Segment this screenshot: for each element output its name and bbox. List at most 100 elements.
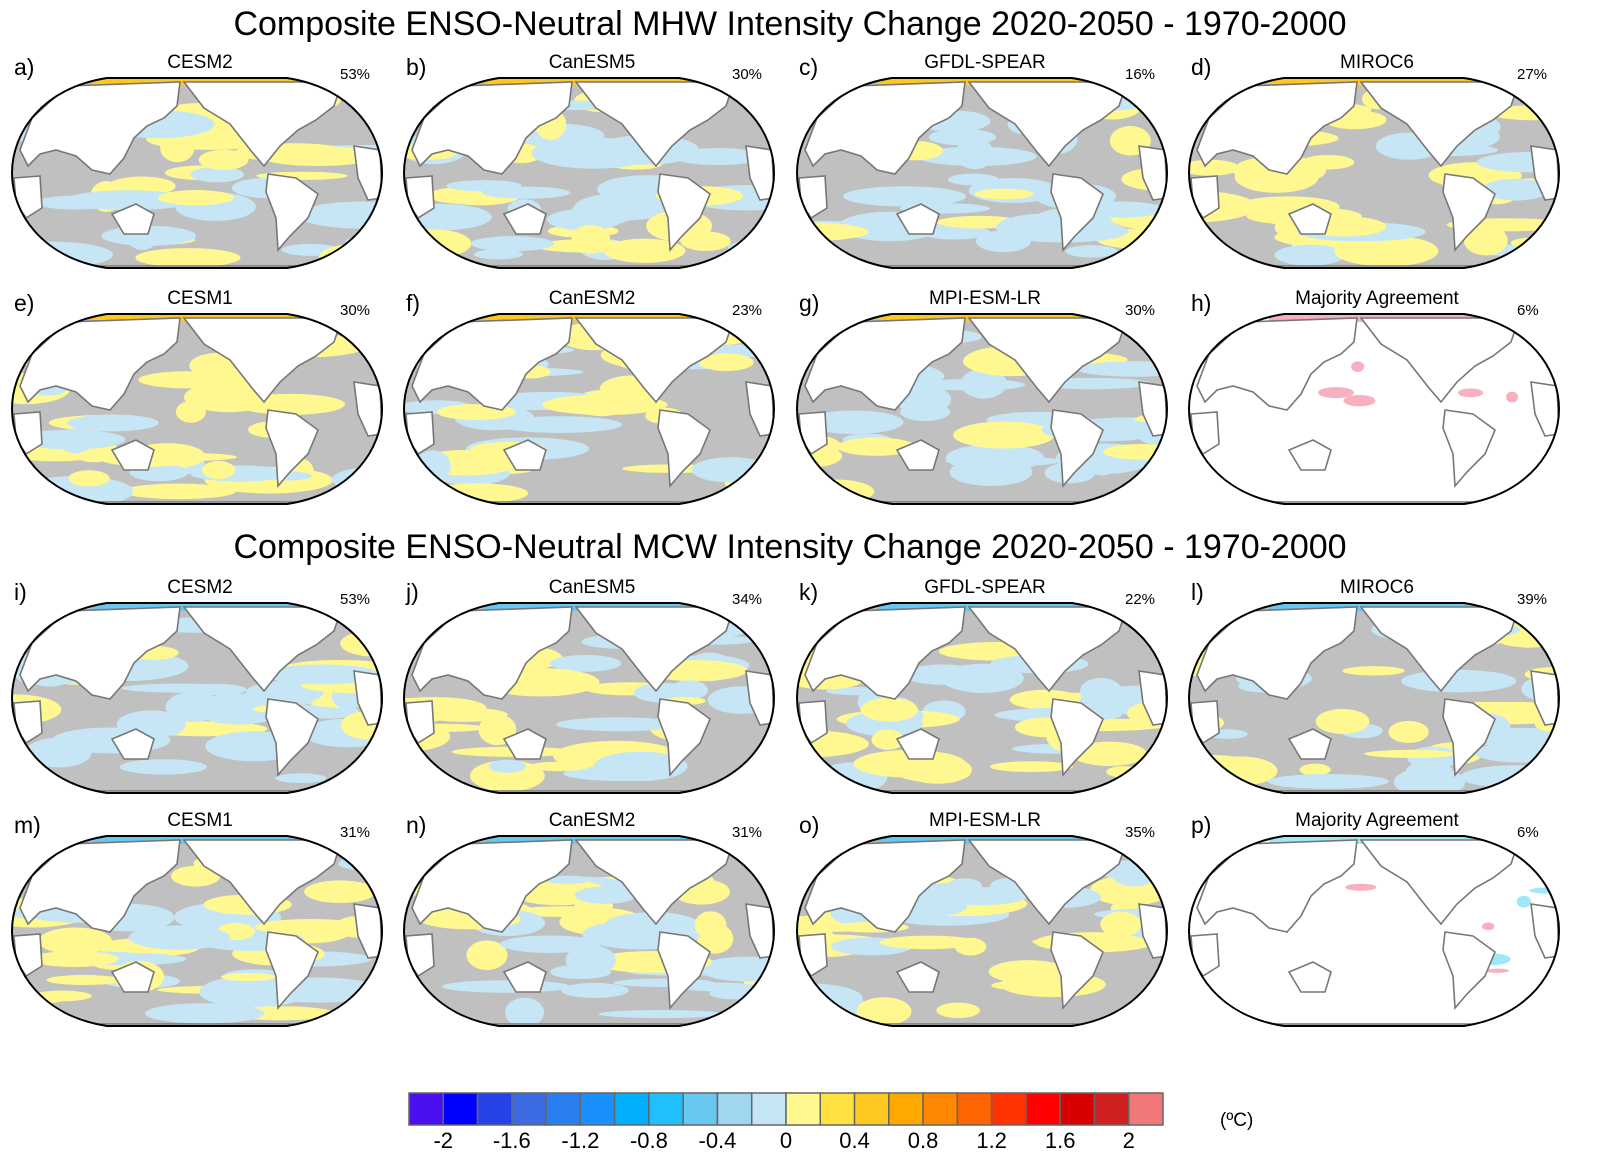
continent: [110, 439, 155, 471]
map-border: [10, 77, 384, 269]
cool-anomaly-region: [253, 977, 382, 1003]
continent: [804, 81, 966, 175]
continent: [967, 839, 1129, 926]
cool-anomaly-region: [497, 416, 623, 433]
map-border: [402, 602, 776, 794]
continent: [574, 606, 736, 693]
world-map: [10, 313, 384, 505]
warm-anomaly-region: [404, 323, 427, 346]
continent: [1287, 203, 1332, 235]
cool-anomaly-region: [598, 1010, 726, 1019]
continent: [745, 381, 774, 437]
continent: [1138, 381, 1167, 437]
colorbar-tick-label: -1.2: [561, 1128, 600, 1153]
panel-letter: o): [799, 812, 820, 838]
continent: [657, 409, 711, 489]
warm-anomaly-region: [542, 394, 668, 415]
world-map: [10, 77, 384, 269]
continent: [411, 839, 573, 933]
cool-anomaly-region: [1516, 895, 1532, 908]
map-panel: e) CESM1 30%: [10, 288, 390, 528]
warm-anomaly-region: [1189, 159, 1240, 176]
cool-anomaly-region: [916, 146, 1037, 166]
cool-anomaly-region: [544, 875, 591, 884]
continent: [182, 81, 344, 168]
continent: [182, 839, 344, 926]
colorbar-bin: [888, 1092, 924, 1126]
continent: [19, 839, 181, 933]
cool-anomaly-region: [1267, 774, 1389, 789]
map-panel: k) GFDL-SPEAR 22%: [795, 577, 1175, 817]
colorbar-bin: [442, 1092, 479, 1126]
continent: [1196, 317, 1358, 411]
warm-anomaly-region: [1106, 766, 1141, 778]
map-panel: n) CanESM2 31%: [402, 810, 782, 1050]
map-panel: h) Majority Agreement 6%: [1187, 288, 1567, 528]
continent: [1196, 839, 1358, 933]
panel-percent: 31%: [732, 824, 763, 841]
map-border: [795, 602, 1169, 794]
cool-anomaly-region: [549, 654, 622, 672]
warm-anomaly-region: [1351, 361, 1365, 372]
warm-anomaly-region: [936, 1002, 980, 1019]
warm-anomaly-region: [990, 761, 1073, 773]
continent: [574, 317, 736, 404]
panel-model-name: GFDL-SPEAR: [924, 577, 1046, 598]
continent: [1530, 903, 1559, 959]
warm-anomaly-region: [1137, 235, 1167, 249]
warm-anomaly-region: [138, 371, 239, 389]
world-map: [402, 313, 776, 505]
continent: [19, 317, 181, 411]
continent: [895, 439, 940, 471]
continent: [353, 670, 382, 726]
panel-model-name: Majority Agreement: [1295, 288, 1459, 309]
map-border: [795, 835, 1169, 1027]
warm-anomaly-region: [470, 760, 545, 792]
cool-anomaly-region: [593, 751, 688, 781]
world-map: [795, 77, 1169, 269]
cool-anomaly-region: [505, 997, 545, 1026]
cool-anomaly-region: [565, 945, 616, 976]
cool-anomaly-region: [36, 195, 116, 210]
continent: [745, 903, 774, 959]
colorbar-bin: [682, 1092, 719, 1126]
cool-anomaly-region: [1079, 201, 1164, 218]
panel-percent: 6%: [1517, 302, 1539, 319]
world-map: [795, 835, 1169, 1027]
cool-anomaly-region: [488, 759, 527, 773]
map-border: [402, 77, 776, 269]
map-border: [1187, 602, 1561, 794]
map-border: [10, 835, 384, 1027]
warm-anomaly-region: [1458, 388, 1484, 398]
map-panel: o) MPI-ESM-LR 35%: [795, 810, 1175, 1050]
mcw-title: Composite ENSO-Neutral MCW Intensity Cha…: [233, 528, 1347, 566]
cool-anomaly-region: [275, 773, 327, 784]
cool-anomaly-region: [947, 173, 999, 186]
cool-anomaly-region: [561, 982, 629, 998]
cool-anomaly-region: [144, 1003, 265, 1024]
panel-model-name: GFDL-SPEAR: [924, 52, 1046, 73]
colorbar-bin: [716, 1092, 753, 1126]
cool-anomaly-region: [928, 128, 997, 146]
colorbar-bin: [990, 1092, 1027, 1126]
warm-anomaly-region: [30, 951, 119, 967]
continent: [19, 606, 181, 700]
map-border: [402, 835, 776, 1027]
panel-letter: d): [1191, 54, 1212, 80]
cool-anomaly-region: [190, 166, 244, 183]
warm-anomaly-region: [1318, 387, 1354, 399]
continent: [574, 839, 736, 926]
cool-anomaly-region: [482, 186, 571, 199]
cool-anomaly-region: [473, 249, 523, 260]
warm-anomaly-region: [220, 972, 276, 982]
world-map: [402, 77, 776, 269]
continent: [1442, 173, 1496, 253]
colorbar-tick-label: 0.8: [907, 1128, 939, 1153]
world-map: [10, 835, 384, 1027]
colorbar-bin: [1025, 1092, 1061, 1126]
continent: [1050, 409, 1104, 489]
map-border: [10, 313, 384, 505]
warm-anomaly-region: [31, 990, 92, 1002]
warm-anomaly-region: [1299, 763, 1331, 776]
warm-anomaly-region: [1345, 883, 1377, 891]
